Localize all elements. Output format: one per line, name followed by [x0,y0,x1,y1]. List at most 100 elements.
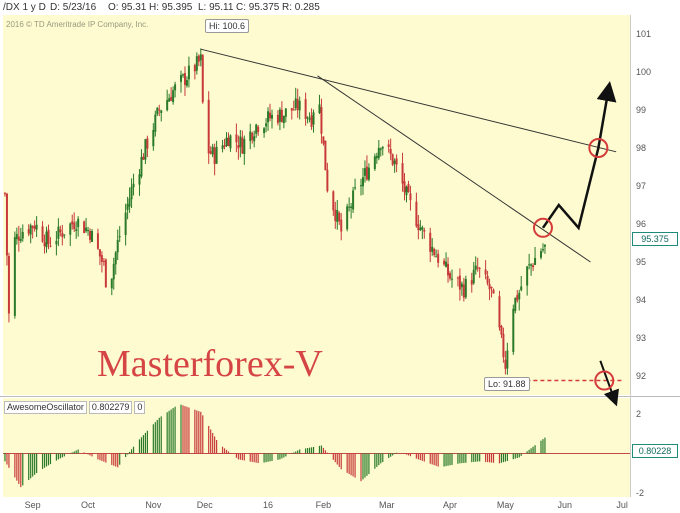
oscillator-bar [115,453,117,467]
candle-body [63,234,66,236]
candle-body [308,118,311,120]
oscillator-bar [485,453,487,462]
oscillator-value-2: 0 [134,401,146,414]
candle-body [492,289,495,294]
oscillator-bar [253,453,255,463]
oscillator-bar [32,453,34,477]
oscillator-bar [146,430,148,454]
y-tick-label: 94 [636,295,646,305]
symbol-label[interactable]: /DX 1 y D [3,2,46,13]
oscillator-bar [277,453,279,460]
oscillator-bar [255,453,257,463]
candle-body [201,55,204,103]
x-tick-label: Dec [197,500,214,510]
oscillator-panel-bg [3,398,630,497]
oscillator-bar [75,450,77,454]
oscillator-bar [380,453,382,464]
oscillator-bar [47,453,50,466]
oscillator-bar [41,453,44,469]
candle-body [336,210,339,223]
candle-body [57,226,60,239]
candle-body [96,233,99,249]
candle-body [435,256,438,258]
oscillator-bar [154,422,156,454]
candle-body [284,108,287,117]
oscillator-bar [279,453,281,460]
oscillator-bar [119,453,121,465]
y-tick-label: 93 [636,333,646,343]
candle-body [223,145,226,147]
oscillator-bar [374,453,376,469]
oscillator-bar [77,449,79,454]
candle-body [298,100,301,111]
oscillator-bar [101,453,103,461]
oscillator-bar [186,406,188,454]
oscillator-bar [479,453,481,462]
oscillator-bar [172,408,174,454]
oscillator-bar [30,453,32,479]
oscillator-bar [4,453,6,462]
oscillator-bar [223,448,226,454]
oscillator-bar [502,453,505,463]
oscillator-bar [409,453,412,457]
candle-body [360,185,363,187]
oscillator-bar [283,453,285,458]
candle-body [126,204,129,210]
candle-body [282,115,285,124]
candle-body [504,359,507,369]
oscillator-bar [61,453,63,458]
candle-body [130,186,133,200]
candle-body [312,112,315,125]
oscillator-bar [227,451,230,454]
candle-body [229,135,232,149]
oscillator-bar [212,432,214,454]
oscillator-bar [362,453,364,480]
oscillator-bar [534,445,536,454]
candle-body [367,167,370,180]
oscillator-bar [132,446,135,454]
candle-body [484,269,487,275]
oscillator-bar [229,453,232,454]
oscillator-bar [415,453,417,459]
low-label: L: 95.11 [198,2,234,13]
oscillator-name[interactable]: AwesomeOscillator [4,401,87,414]
oscillator-bar [308,447,311,454]
candle-body [450,278,453,280]
oscillator-bar [184,406,186,454]
oscillator-bar [518,453,520,458]
candle-body [98,249,101,257]
oscillator-bar [403,453,406,454]
y-tick-label: 92 [636,371,646,381]
oscillator-bar [352,453,354,477]
oscillator-bar [257,453,259,463]
oscillator-bar [22,453,24,486]
candle-body [45,231,48,248]
candle-body [375,155,378,159]
oscillator-bar [63,453,65,457]
candle-body [443,260,446,265]
oscillator-bar [318,445,321,454]
high-label: H: 95.395 [149,2,193,13]
candle-body [15,234,18,240]
oscillator-bar [271,453,273,461]
candle-body [391,154,394,165]
oscillator-bar [368,453,370,475]
candle-body [128,198,131,207]
candle-body [181,74,184,76]
oscillator-bar [36,453,38,474]
oscillator-bar [354,453,356,478]
oscillator-bar [382,453,384,463]
candle-body [3,193,6,195]
oscillator-bar [105,453,107,463]
oscillator-bar [306,448,309,454]
oscillator-bar [117,453,119,468]
oscillator-bar [128,451,131,454]
oscillator-bar [89,453,91,456]
candle-body [472,269,475,284]
candle-body [146,138,149,149]
oscillator-bar [488,453,491,463]
candle-body [528,264,531,266]
candle-body [91,230,94,242]
candle-body [340,219,343,232]
